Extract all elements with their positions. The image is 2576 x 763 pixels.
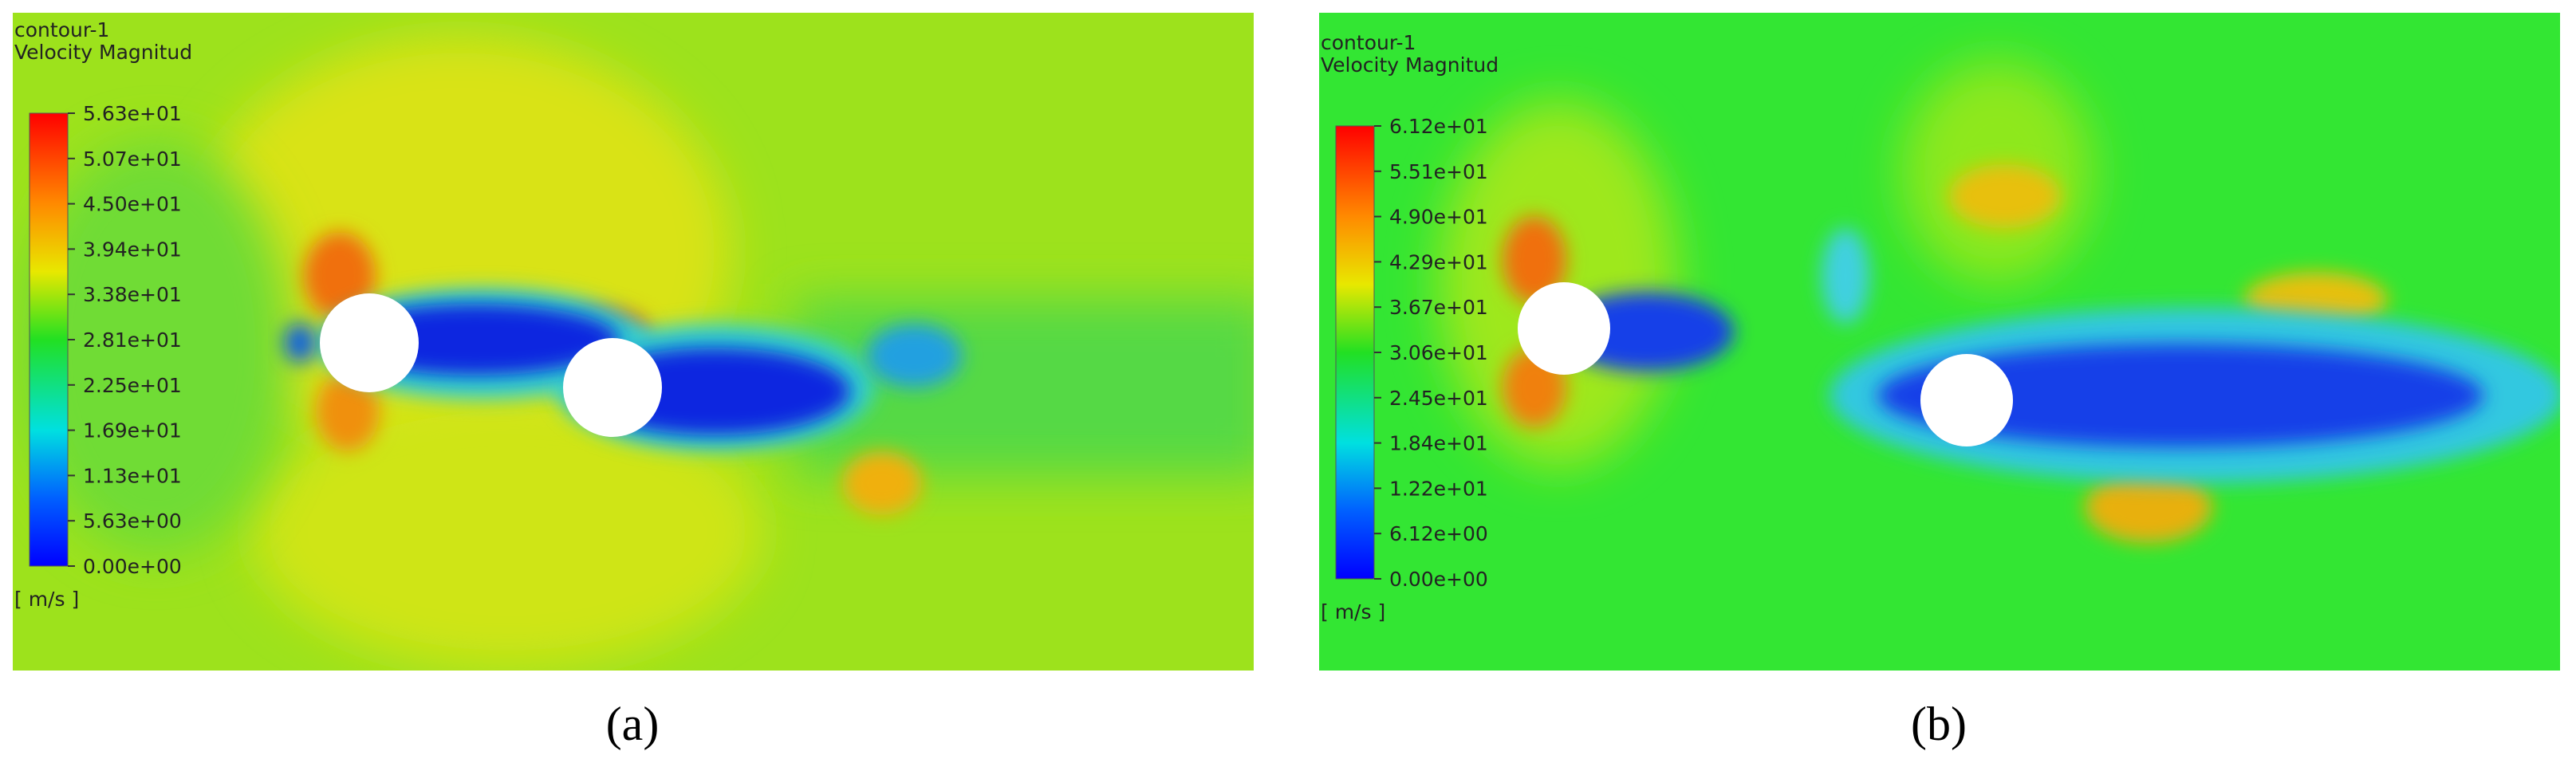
color-bar xyxy=(1335,125,1375,580)
legend-label: 1.84e+01 xyxy=(1389,432,1488,455)
legend-label: 5.63e+00 xyxy=(83,509,182,533)
legend-label: 5.51e+01 xyxy=(1389,160,1488,183)
legend-label: 6.12e+00 xyxy=(1389,522,1488,545)
panel-caption: (a) xyxy=(606,698,660,750)
legend-label: 3.94e+01 xyxy=(83,238,182,261)
legend-label: 2.25e+01 xyxy=(83,374,182,397)
color-bar xyxy=(29,112,69,567)
legend-label: 1.22e+01 xyxy=(1389,477,1488,500)
legend-label: 4.29e+01 xyxy=(1389,250,1488,273)
legend-label: 3.06e+01 xyxy=(1389,341,1488,364)
legend-label: 6.12e+01 xyxy=(1389,115,1488,138)
legend-label: 4.50e+01 xyxy=(83,193,182,216)
contour-field xyxy=(13,13,1254,671)
unit-label: [ m/s ] xyxy=(1321,600,1385,623)
legend-label: 1.13e+01 xyxy=(83,464,182,487)
legend-label: 0.00e+00 xyxy=(83,555,182,578)
legend-label: 3.67e+01 xyxy=(1389,296,1488,319)
legend-label: 5.63e+01 xyxy=(83,102,182,125)
contour-title: contour-1 xyxy=(1321,31,1416,54)
variable-name: Velocity Magnitud xyxy=(14,41,192,64)
unit-label: [ m/s ] xyxy=(14,588,79,611)
legend-label: 2.45e+01 xyxy=(1389,387,1488,410)
legend-label: 4.90e+01 xyxy=(1389,206,1488,229)
contour-title: contour-1 xyxy=(14,18,109,41)
legend-label: 1.69e+01 xyxy=(83,419,182,442)
legend-label: 5.07e+01 xyxy=(83,147,182,171)
contour-field xyxy=(1319,13,2560,671)
legend-label: 3.38e+01 xyxy=(83,283,182,306)
variable-name: Velocity Magnitud xyxy=(1321,53,1499,77)
legend-label: 0.00e+00 xyxy=(1389,568,1488,591)
legend-label: 2.81e+01 xyxy=(83,328,182,352)
panel-caption: (b) xyxy=(1911,698,1967,750)
